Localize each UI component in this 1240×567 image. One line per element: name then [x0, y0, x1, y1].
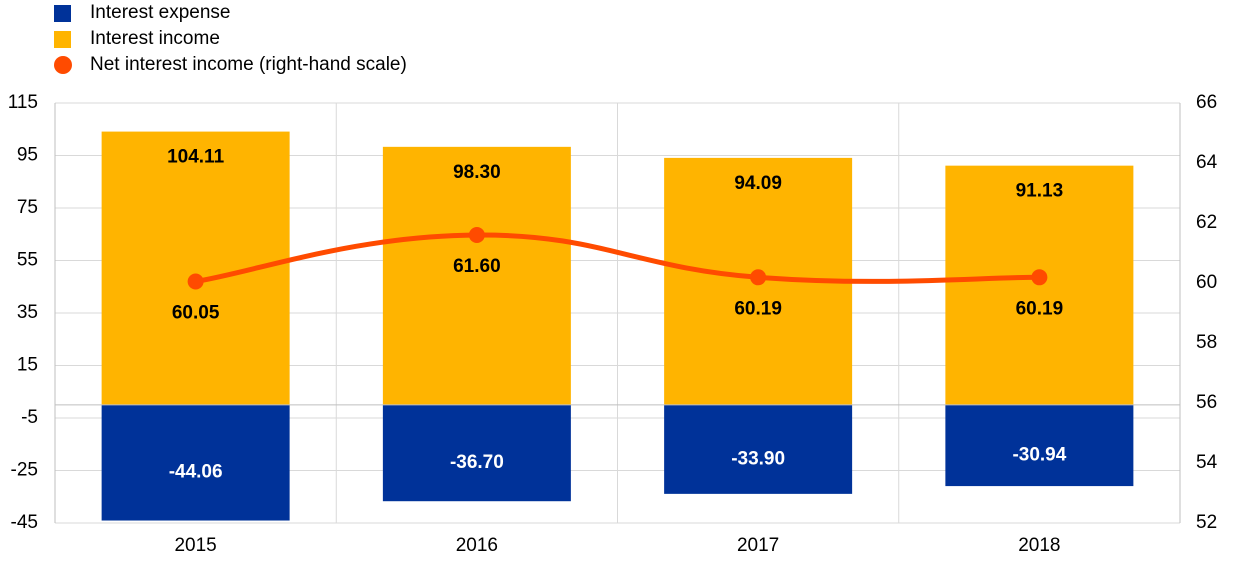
right-tick-label-3: 60	[1196, 272, 1217, 293]
right-tick-label-2: 62	[1196, 212, 1217, 233]
bar-interest-expense-2018	[945, 404, 1134, 487]
label-net-interest-income-2015: 60.05	[172, 303, 220, 324]
right-tick-label-1: 64	[1196, 152, 1218, 173]
label-net-interest-income-2016: 61.60	[453, 256, 501, 277]
right-tick-label-7: 52	[1196, 512, 1217, 533]
left-tick-label-8: -45	[11, 512, 38, 533]
right-tick-label-6: 54	[1196, 452, 1218, 473]
left-tick-label-3: 55	[17, 250, 38, 271]
x-tick-label-2016: 2016	[456, 535, 498, 556]
label-interest-income-2016: 98.30	[453, 162, 501, 183]
legend-label-net-interest-income: Net interest income (right-hand scale)	[90, 54, 407, 75]
right-tick-label-0: 66	[1196, 92, 1217, 113]
legend-item-interest-expense: Interest expense	[54, 0, 407, 26]
left-tick-label-6: -5	[21, 407, 38, 428]
label-interest-expense-2017: -33.90	[731, 448, 785, 469]
bar-interest-income-2016	[382, 146, 571, 405]
bar-interest-expense-2016	[382, 404, 571, 502]
left-tick-label-4: 35	[17, 302, 38, 323]
left-tick-label-7: -25	[11, 460, 38, 481]
point-net-interest-income-2016	[468, 227, 485, 243]
bar-interest-expense-2015	[101, 404, 290, 521]
legend-swatch-interest-expense	[54, 5, 71, 22]
point-net-interest-income-2018	[1031, 269, 1048, 286]
label-interest-expense-2015: -44.06	[169, 462, 223, 483]
x-tick-label-2017: 2017	[737, 535, 779, 556]
right-tick-label-4: 58	[1196, 332, 1217, 353]
left-tick-label-1: 95	[17, 145, 38, 166]
label-interest-expense-2016: -36.70	[450, 452, 504, 473]
label-interest-income-2017: 94.09	[734, 173, 782, 194]
label-net-interest-income-2017: 60.19	[734, 298, 782, 319]
label-interest-income-2018: 91.13	[1016, 181, 1064, 202]
x-tick-label-2015: 2015	[174, 535, 216, 556]
legend-marker-net-interest-income	[54, 56, 72, 74]
legend-item-interest-income: Interest income	[54, 26, 407, 52]
line-net-interest-income	[195, 232, 1040, 284]
label-interest-expense-2018: -30.94	[1012, 444, 1066, 465]
legend-swatch-interest-income	[54, 31, 71, 48]
right-tick-label-5: 56	[1196, 392, 1217, 413]
legend: Interest expense Interest income Net int…	[54, 0, 407, 78]
label-interest-income-2015: 104.11	[167, 147, 224, 168]
bar-interest-expense-2017	[664, 404, 853, 494]
left-tick-label-2: 75	[17, 197, 38, 218]
legend-label-interest-income: Interest income	[90, 28, 220, 49]
legend-item-net-interest-income: Net interest income (right-hand scale)	[54, 52, 407, 78]
x-tick-label-2018: 2018	[1018, 535, 1060, 556]
label-net-interest-income-2018: 60.19	[1016, 298, 1064, 319]
point-net-interest-income-2017	[750, 269, 767, 286]
left-tick-label-5: 15	[17, 355, 38, 376]
point-net-interest-income-2015	[187, 273, 204, 290]
left-tick-label-0: 115	[8, 92, 38, 113]
legend-label-interest-expense: Interest expense	[90, 2, 231, 23]
